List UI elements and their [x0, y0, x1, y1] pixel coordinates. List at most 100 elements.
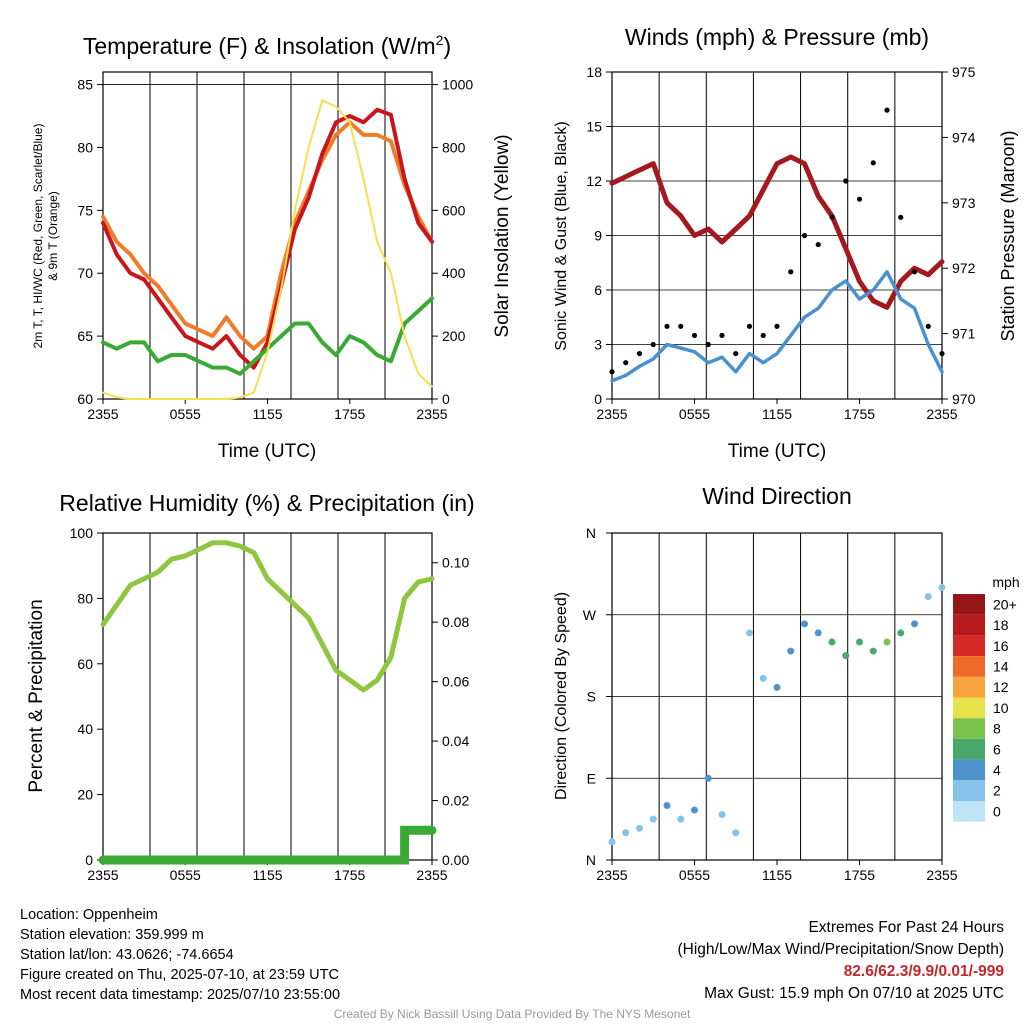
- y2-tick-label: 0.04: [442, 733, 469, 749]
- legend-label: 4: [993, 762, 1001, 778]
- direction-point: [924, 593, 932, 601]
- y-tick-label: 100: [70, 525, 94, 541]
- direction-tick-label: S: [587, 689, 596, 705]
- x-tick-label: 2355: [87, 867, 118, 883]
- x-tick-label: 2355: [596, 406, 627, 422]
- gust-point: [829, 214, 835, 220]
- y-axis-label: Sonic Wind & Gust (Blue, Black): [553, 121, 570, 350]
- gust-point: [609, 369, 615, 375]
- credit-text: Created By Nick Bassill Using Data Provi…: [333, 1007, 691, 1021]
- legend-swatch: [953, 594, 985, 615]
- y2-tick-label: 975: [952, 64, 976, 80]
- gust-point: [760, 332, 766, 339]
- y-tick-label: 20: [77, 787, 93, 803]
- direction-point: [663, 802, 671, 809]
- legend-label: 8: [993, 721, 1001, 737]
- legend-label: 6: [993, 741, 1001, 757]
- y2-tick-label: 0: [442, 391, 450, 407]
- direction-point: [759, 674, 767, 682]
- gust-point: [691, 332, 698, 339]
- direction-tick-label: N: [586, 525, 596, 541]
- series-wind: [610, 270, 944, 383]
- direction-tick-label: N: [586, 852, 596, 868]
- y2-tick-label: 600: [442, 202, 466, 218]
- legend-swatch: [953, 656, 985, 677]
- x-tick-label: 2355: [87, 406, 118, 422]
- direction-point: [773, 683, 781, 691]
- legend-title: mph: [992, 574, 1019, 590]
- gust-point: [843, 178, 849, 184]
- direction-point: [732, 829, 740, 837]
- x-tick-label: 2355: [596, 867, 627, 883]
- y-tick-label: 0: [594, 391, 602, 407]
- x-tick-label: 1155: [762, 867, 792, 883]
- legend-label: 16: [993, 638, 1009, 654]
- y-tick-label: 70: [77, 265, 93, 281]
- direction-point: [911, 620, 918, 628]
- y-tick-label: 3: [594, 337, 602, 353]
- direction-point: [787, 647, 795, 655]
- legend-label: 0: [993, 803, 1001, 819]
- gust-point: [925, 323, 931, 329]
- direction-point: [636, 824, 643, 832]
- recent-data-text: Most recent data timestamp: 2025/07/10 2…: [20, 987, 341, 1003]
- direction-point: [649, 815, 657, 823]
- direction-point: [938, 584, 946, 591]
- x-tick-label: 0555: [679, 867, 710, 883]
- series-temp9m: [101, 120, 434, 351]
- chart-title-temperature: Temperature (F) & Insolation (W/m2): [83, 32, 451, 59]
- legend-label: 18: [993, 617, 1009, 633]
- legend-swatch: [953, 759, 985, 781]
- y-tick-label: 6: [594, 282, 602, 298]
- extremes-values: 82.6/62.3/9.9/0.01/-999: [843, 963, 1004, 980]
- x-tick-label: 1155: [762, 406, 792, 422]
- latlon-text: Station lat/lon: 43.0626; -74.6654: [20, 947, 234, 963]
- y-tick-label: 60: [77, 656, 93, 672]
- direction-tick-label: E: [587, 770, 596, 786]
- direction-point: [828, 638, 836, 646]
- y2-tick-label: 0.02: [442, 793, 469, 809]
- y2-tick-label: 0.08: [442, 614, 469, 630]
- y-axis-label: Direction (Colored By Speed): [553, 592, 570, 800]
- y-tick-label: 80: [77, 590, 93, 606]
- gust-point: [939, 350, 945, 357]
- y-axis-label: Percent & Precipitation: [26, 599, 47, 792]
- direction-point: [801, 620, 808, 628]
- y-tick-label: 18: [586, 64, 602, 80]
- series-precip: [98, 825, 437, 865]
- gust-point: [623, 360, 629, 366]
- gust-point: [774, 323, 780, 329]
- legend-swatch: [953, 718, 985, 739]
- legend-label: 10: [993, 700, 1009, 716]
- y-tick-label: 0: [85, 852, 93, 868]
- direction-point: [718, 811, 726, 819]
- legend-swatch: [953, 676, 985, 698]
- gust-point: [678, 323, 684, 329]
- direction-point: [622, 829, 630, 837]
- y2-tick-label: 200: [442, 328, 466, 344]
- x-tick-label: 0555: [170, 867, 201, 883]
- elevation-text: Station elevation: 359.999 m: [20, 927, 204, 943]
- series-solar: [102, 99, 433, 400]
- gust-point: [884, 107, 890, 113]
- direction-point: [677, 815, 685, 823]
- gust-point: [815, 241, 821, 248]
- max-gust-text: Max Gust: 15.9 mph On 07/10 at 2025 UTC: [704, 985, 1004, 1002]
- legend-label: 12: [993, 679, 1009, 695]
- x-tick-label: 1155: [252, 406, 282, 422]
- direction-point: [608, 838, 616, 846]
- x-tick-label: 1755: [844, 867, 875, 883]
- y2-tick-label: 800: [442, 139, 466, 155]
- x-tick-label: 2355: [926, 406, 957, 422]
- direction-point: [883, 638, 891, 646]
- gust-point: [664, 323, 670, 329]
- gust-point: [733, 350, 739, 357]
- direction-point: [869, 647, 877, 655]
- legend-label: 20+: [993, 596, 1017, 612]
- y-tick-label: 65: [77, 328, 93, 344]
- y2-tick-label: 974: [952, 129, 976, 145]
- y2-tick-label: 400: [442, 265, 466, 281]
- created-text: Figure created on Thu, 2025-07-10, at 23…: [20, 967, 339, 983]
- x-tick-label: 2355: [416, 867, 447, 883]
- x-axis-label: Time (UTC): [728, 441, 827, 462]
